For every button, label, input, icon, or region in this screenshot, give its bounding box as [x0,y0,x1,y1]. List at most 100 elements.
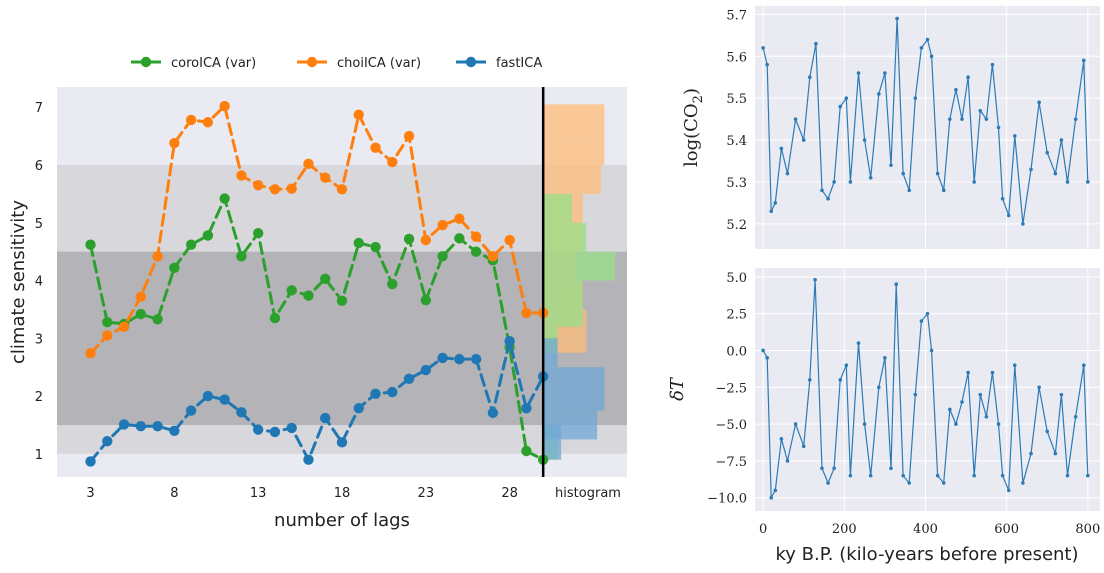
data-point [1081,58,1086,63]
histogram-bar [543,367,605,411]
band-1 [57,251,627,425]
histogram-bar [543,222,587,252]
y-tick-label: 1 [35,448,43,463]
data-point [185,239,197,250]
data-point [925,311,930,316]
series-line [89,194,545,462]
histogram-bar [543,136,605,165]
data-point [826,196,830,201]
data-point [420,234,432,246]
data-point [353,403,364,414]
data-point [1073,117,1078,121]
data-point [868,473,873,478]
data-point [135,308,147,320]
x-tick-label: 0 [759,522,767,537]
data-point [876,92,881,96]
data-point [85,456,96,467]
data-point [919,46,924,50]
data-point [832,466,836,471]
data-point [948,407,952,412]
y-tick-label: 5.7 [726,8,747,23]
data-point [765,62,769,67]
data-point [785,171,790,176]
data-point [353,237,364,249]
data-point [1045,429,1050,434]
data-point [894,282,899,287]
data-point [862,138,867,142]
data-point [1029,167,1033,172]
y-axis-label-main: log(CO [681,103,702,167]
data-point [895,16,899,21]
data-point [403,233,415,245]
data-point [169,137,180,149]
data-point [269,312,281,324]
data-point [303,158,314,170]
data-point [807,378,812,382]
data-point [437,352,448,364]
plot-background [755,6,1100,249]
data-point [765,356,769,360]
data-point [1081,363,1086,368]
data-point [838,378,843,382]
legend: coroICA (var) choiICA (var) fastICA [131,56,542,71]
data-point [303,290,314,301]
x-tick-labels: 0 200 400 600 800 [759,522,1100,537]
data-point [889,163,893,168]
data-point [1059,138,1064,142]
data-point [470,353,482,365]
data-point [236,251,247,262]
data-point [1053,451,1058,456]
data-point [454,213,465,224]
data-point [185,114,197,126]
data-point [1053,171,1058,176]
data-point [1021,481,1025,485]
data-point [785,459,790,463]
data-point [801,444,806,449]
x-axis-label: ky B.P. (kilo-years before present) [775,544,1078,565]
data-point [966,370,970,375]
x-tick-label: 800 [1075,522,1100,537]
y-axis-label-close: ) [681,88,702,95]
data-point [286,422,297,434]
data-point [1037,100,1041,105]
data-point [883,356,887,360]
data-point [826,481,830,485]
data-point [387,278,398,290]
y-tick-labels: 1 2 3 4 5 6 7 [35,101,43,463]
data-point [820,188,824,193]
data-point [972,473,976,478]
data-point [761,46,765,50]
y-tick-labels: −10.0 −7.5 −5.0 −2.5 0.0 2.5 5.0 [707,271,747,507]
y-axis-label: δT [667,376,688,401]
data-point [1000,473,1005,478]
data-point [972,180,976,184]
y-axis-label: log(CO2) [681,88,706,167]
data-point [913,96,918,100]
legend-marker [465,56,477,68]
data-point [919,319,924,323]
data-point [820,466,824,471]
data-point [269,184,281,195]
data-point [925,37,930,42]
temperature-series [761,277,1090,500]
legend-marker [306,56,318,68]
data-point [470,231,482,242]
y-tick-label: 5.3 [726,176,747,191]
histogram-bar [543,165,601,194]
data-point [954,87,958,92]
data-point [219,394,230,405]
co2-chart: 5.2 5.3 5.4 5.5 5.6 5.7 log(CO2) [681,6,1100,249]
data-point [185,405,197,416]
data-point [252,227,264,239]
data-point [487,251,499,262]
data-point [152,314,163,325]
data-point [252,180,264,191]
legend-label: fastICA [496,56,542,71]
data-point [761,348,765,353]
data-point [387,156,398,168]
data-point [941,481,946,485]
data-point [966,75,970,80]
data-point [85,348,96,359]
data-point [856,341,861,345]
